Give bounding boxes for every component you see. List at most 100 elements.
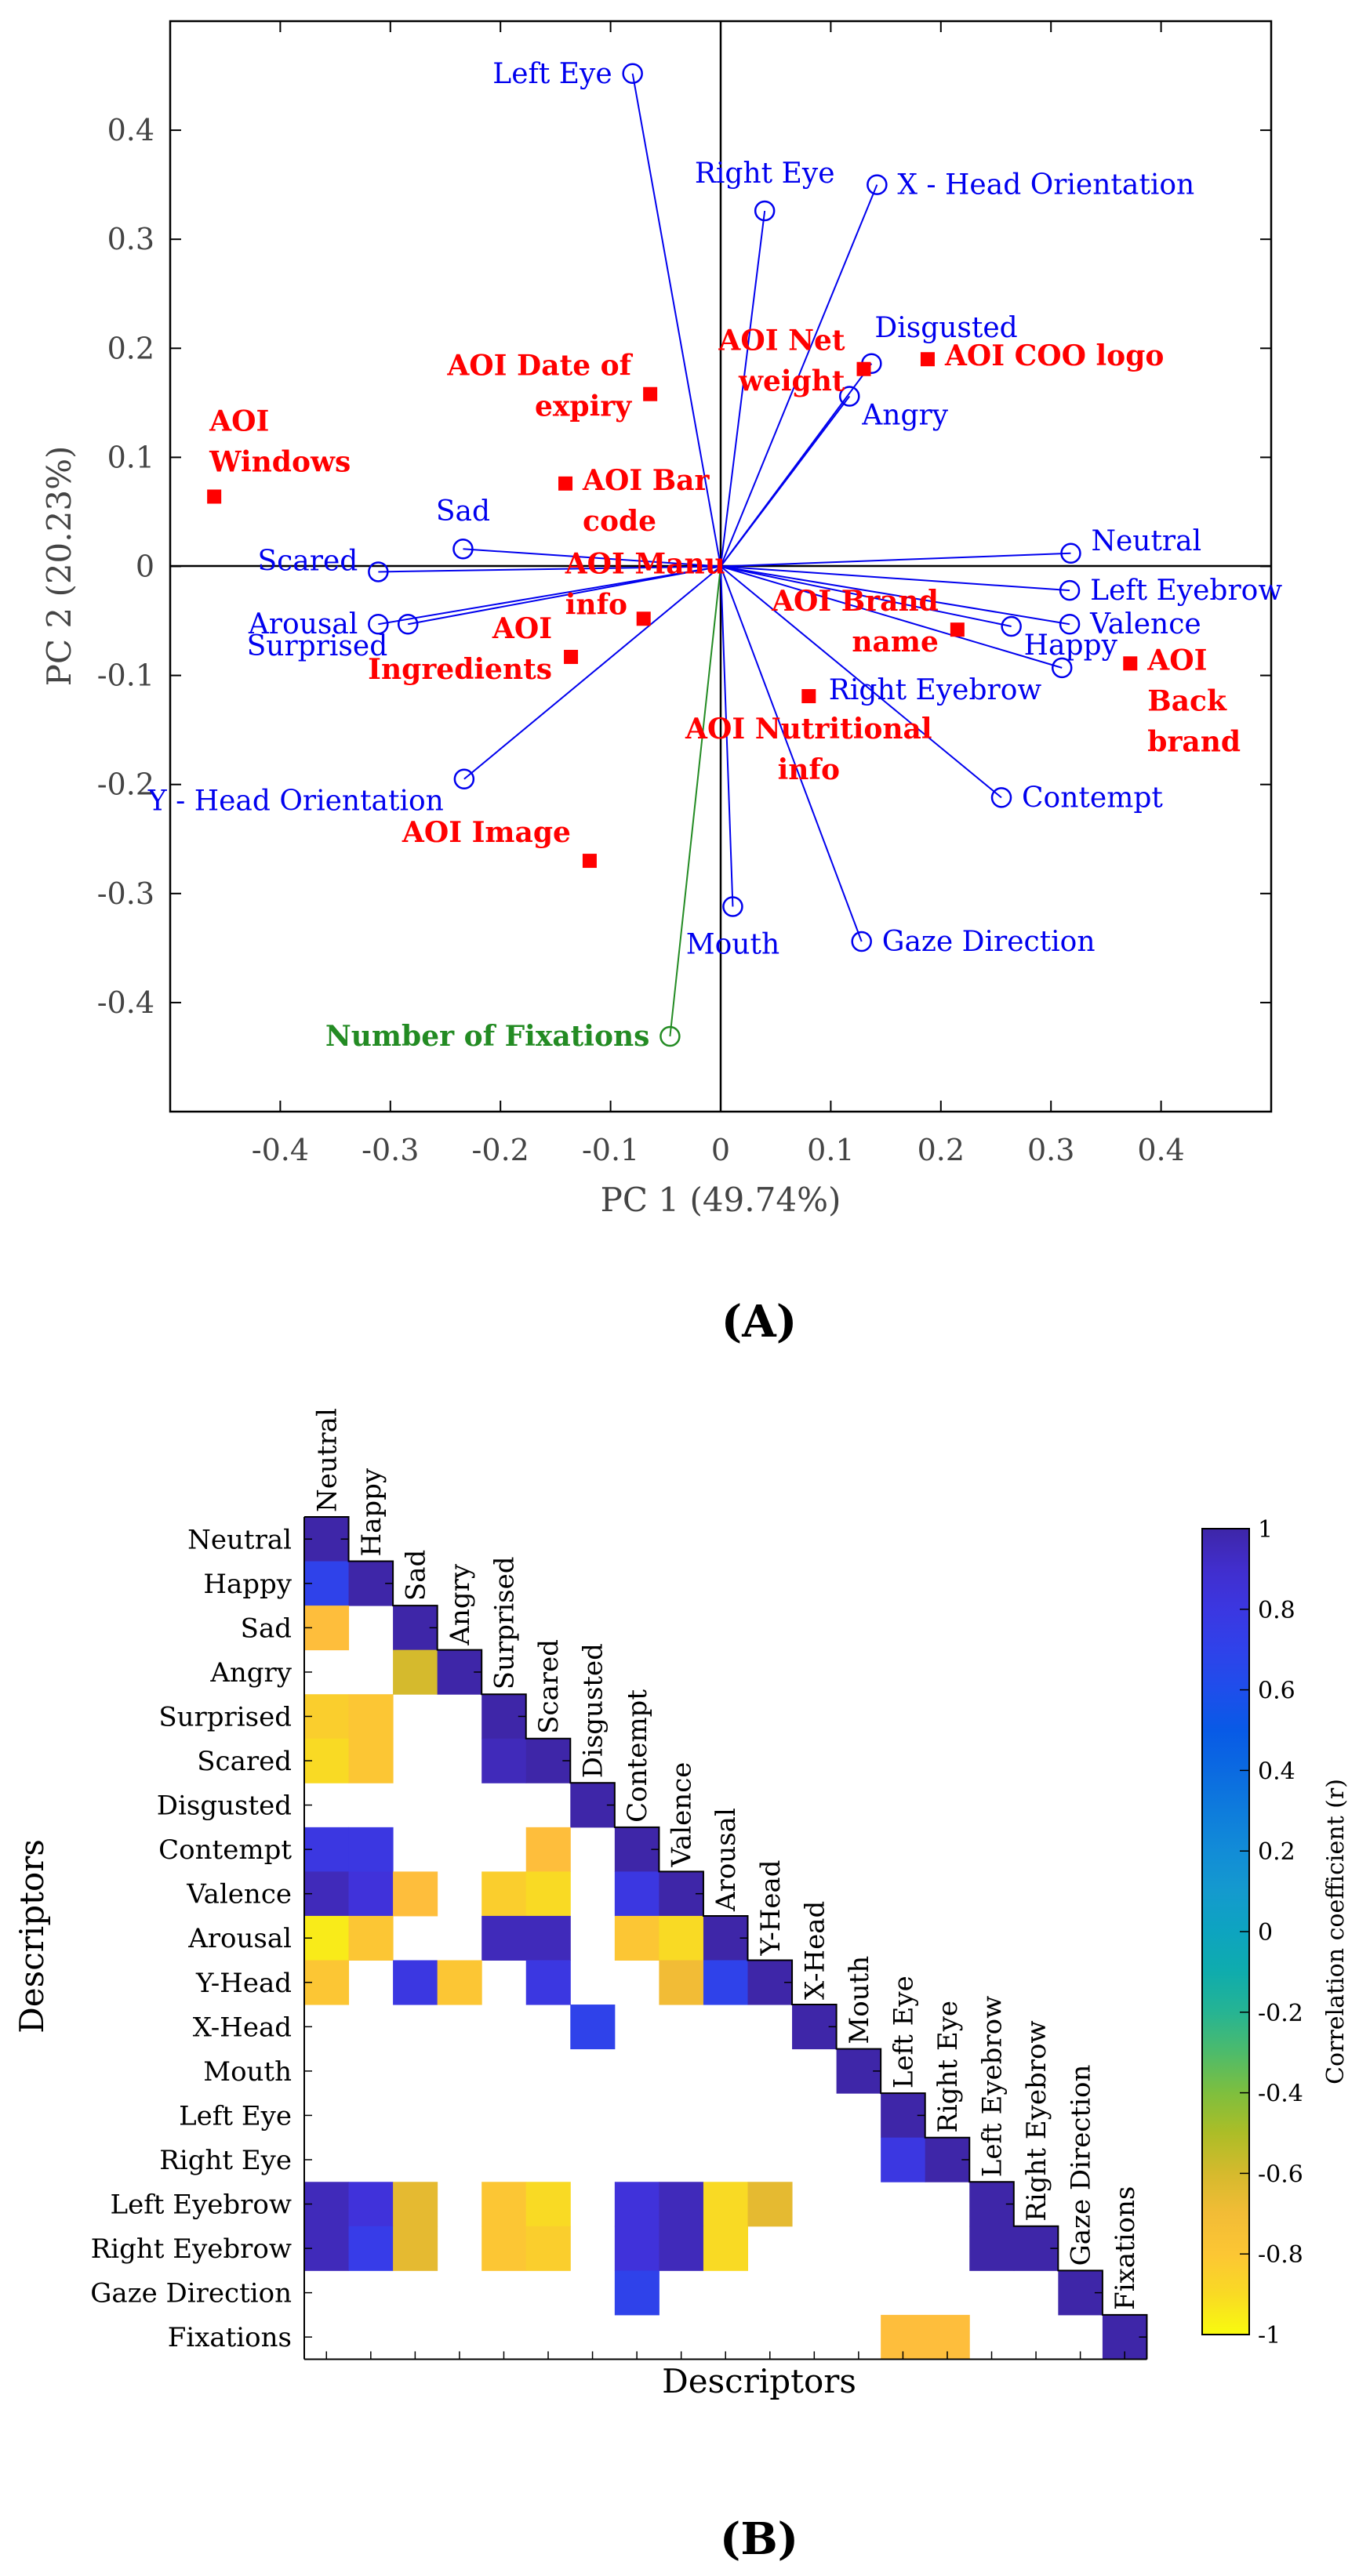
loading-point-right-eye xyxy=(754,200,776,222)
heatmap-cell-left-eyebrow-happy xyxy=(348,2182,394,2227)
heatmap-row-label-right-eyebrow: Right Eyebrow xyxy=(91,2233,292,2265)
aoi-point-aoi-ingredients xyxy=(564,649,579,664)
heatmap-frame xyxy=(303,1516,1148,2360)
loading-point-valence xyxy=(1059,613,1081,635)
loading-vector-y-head-orientation xyxy=(463,565,721,780)
loading-vector-right-eye xyxy=(720,210,766,567)
loading-label-x-head-orientation: X - Head Orientation xyxy=(897,169,1194,201)
heatmap-col-label-left-eye: Left Eye xyxy=(888,1976,919,2088)
aoi-label-aoi-nutritional-info: AOI Nutritional xyxy=(685,713,932,746)
heatmap-y-axis-label: Descriptors xyxy=(13,1839,51,2034)
heatmap-cell-arousal-surprised xyxy=(481,1915,527,1961)
aoi-point-aoi-nutritional-info xyxy=(801,689,816,704)
x-tick-label: -0.2 xyxy=(472,1133,529,1167)
aoi-label-aoi-bar-code: AOI Bar xyxy=(582,464,710,497)
heatmap-cell-right-eyebrow-scared xyxy=(525,2226,571,2271)
y-tick-label: -0.1 xyxy=(97,659,154,693)
heatmap-row-labels: Neutral Happy Sad Angry Surprised Scared Disgu… xyxy=(90,1524,293,2353)
heatmap-x-axis-label: Descriptors xyxy=(662,2362,856,2400)
y-tick-label: 0.2 xyxy=(107,331,154,365)
heatmap-cell-arousal-scared xyxy=(525,1915,571,1961)
aoi-point-aoi-date-of-expiry xyxy=(643,386,658,401)
loading-label-contempt: Contempt xyxy=(1022,782,1163,814)
heatmap-col-label-gaze-direction: Gaze Direction xyxy=(1066,2065,1097,2266)
heatmap-cells xyxy=(304,1517,1147,2360)
heatmap-cell-scared-surprised xyxy=(481,1738,527,1783)
colorbar-label: Correlation coefficient (r) xyxy=(1322,1779,1350,2084)
colorbar-tick-label: -0.8 xyxy=(1258,2241,1303,2269)
aoi-label-aoi-brand-name: name xyxy=(852,626,939,659)
loading-vector-surprised xyxy=(408,565,721,626)
heatmap-cell-y-head-angry xyxy=(437,1960,482,2005)
loading-point-y-head-orientation xyxy=(453,768,475,789)
fixations-label: Number of Fixations xyxy=(325,1020,650,1053)
aoi-point-aoi-manu-info xyxy=(636,611,651,626)
heatmap-col-label-happy: Happy xyxy=(356,1468,387,1556)
loading-vector-happy xyxy=(720,565,1012,627)
loading-label-disgusted: Disgusted xyxy=(874,312,1017,344)
heatmap-cell-valence-scared xyxy=(525,1871,571,1917)
colorbar-tick-label: 1 xyxy=(1258,1516,1273,1544)
heatmap-cell-left-eyebrow-surprised xyxy=(481,2182,527,2227)
heatmap-row-label-fixations: Fixations xyxy=(168,2322,292,2353)
heatmap-cell-left-eyebrow-valence xyxy=(659,2182,704,2227)
biplot-y-axis-label: PC 2 (20.23%) xyxy=(40,446,78,687)
heatmap-cell-y-head-scared xyxy=(525,1960,571,2005)
colorbar-tick-label: -1 xyxy=(1258,2322,1281,2349)
heatmap-col-label-left-eyebrow: Left Eyebrow xyxy=(977,1996,1008,2178)
aoi-label-aoi-ingredients: AOI xyxy=(492,612,552,645)
heatmap-cell-scared-happy xyxy=(348,1738,394,1783)
y-tick-label: -0.4 xyxy=(97,985,154,1020)
colorbar-tick-label: 0.8 xyxy=(1258,1597,1295,1624)
loading-point-happy xyxy=(1001,615,1022,637)
heatmap-col-label-fixations: Fixations xyxy=(1110,2186,1141,2310)
heatmap-cell-left-eyebrow-y-head xyxy=(747,2182,793,2227)
heatmap-cell-right-eyebrow-valence xyxy=(659,2226,704,2271)
heatmap-col-label-sad: Sad xyxy=(400,1550,431,1601)
heatmap-cell-arousal-happy xyxy=(348,1915,394,1961)
biplot-y-ticks: 0.4 0.3 0.2 0.1 0 -0.1 -0.2 -0.3 -0.4 xyxy=(97,113,1271,1020)
loading-label-right-eyebrow: Right Eyebrow xyxy=(829,674,1042,706)
heatmap-cell-right-eye-left-eye xyxy=(881,2137,926,2182)
loading-label-happy: Happy xyxy=(1024,629,1118,662)
loading-vector-neutral xyxy=(720,552,1071,568)
y-tick-label: -0.2 xyxy=(97,767,154,802)
loading-vector-mouth xyxy=(720,566,734,907)
heatmap-cell-arousal-valence xyxy=(659,1915,704,1961)
loading-vector-arousal xyxy=(378,565,721,626)
heatmap-row-label-contempt: Contempt xyxy=(158,1834,292,1866)
correlation-heatmap-panel: Neutral Happy Sad Angry Surprised Scared Disgu… xyxy=(13,1408,1350,2565)
heatmap-row-label-y-head: Y-Head xyxy=(195,1968,292,1999)
heatmap-row-label-angry: Angry xyxy=(209,1657,292,1689)
heatmap-col-label-arousal: Arousal xyxy=(710,1808,742,1912)
colorbar-tick-label: 0.2 xyxy=(1258,1838,1295,1866)
heatmap-cell-right-eyebrow-contempt xyxy=(614,2226,660,2271)
loading-point-sad xyxy=(452,538,474,560)
x-tick-label: -0.4 xyxy=(252,1133,309,1167)
heatmap-cell-y-head-sad xyxy=(393,1960,438,2005)
heatmap-col-label-scared: Scared xyxy=(533,1639,565,1734)
heatmap-cell-left-eyebrow-sad xyxy=(393,2182,438,2227)
panel-a-label: (A) xyxy=(721,1296,797,1348)
loading-point-x-head-orientation xyxy=(867,174,888,195)
heatmap-col-label-neutral: Neutral xyxy=(311,1408,343,1512)
aoi-label-aoi-windows: AOI xyxy=(209,405,269,437)
aoi-point-aoi-windows xyxy=(207,489,222,504)
y-tick-label: 0.1 xyxy=(107,440,154,474)
heatmap-diagonal-edge xyxy=(304,1516,1148,2360)
loading-point-right-eyebrow xyxy=(1051,657,1073,679)
loading-label-y-head-orientation: Y - Head Orientation xyxy=(147,785,444,818)
colorbar-tick-label: 0 xyxy=(1258,1919,1273,1947)
loading-vector-valence xyxy=(720,565,1070,626)
loading-vector-right-eyebrow xyxy=(720,565,1063,669)
heatmap-cell-valence-sad xyxy=(393,1871,438,1917)
loading-label-surprised: Surprised xyxy=(247,630,388,662)
pca-biplot-panel: -0.4 -0.3 -0.2 -0.1 0 0.1 0.2 0.3 0.4 0.40.30.20… xyxy=(40,20,1282,1348)
aoi-point-aoi-coo-logo xyxy=(920,352,935,367)
loading-label-left-eye: Left Eye xyxy=(492,58,612,90)
biplot-aoi-points: AOI Windows AOI Date of expiry AOI Net weight… xyxy=(207,325,1241,869)
heatmap-cell-contempt-scared xyxy=(525,1827,571,1872)
loading-label-arousal: Arousal xyxy=(248,608,358,640)
heatmap-col-label-right-eyebrow: Right Eyebrow xyxy=(1021,2020,1052,2221)
